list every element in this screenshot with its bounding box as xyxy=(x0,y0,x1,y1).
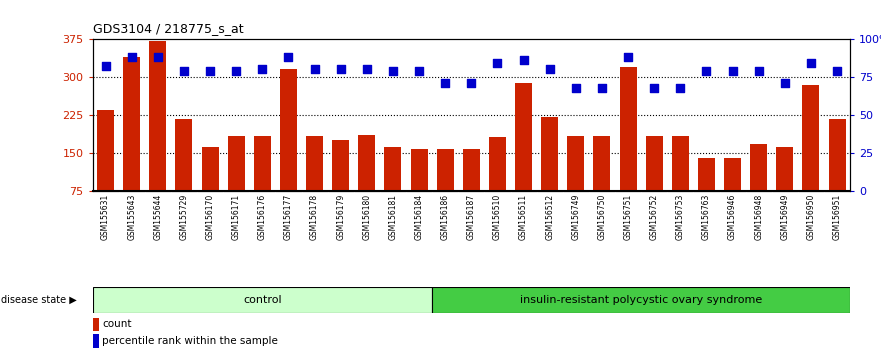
Text: GSM156950: GSM156950 xyxy=(806,194,816,240)
Point xyxy=(830,68,844,74)
Point xyxy=(359,67,374,72)
Bar xyxy=(463,149,480,191)
Point xyxy=(464,80,478,86)
Point xyxy=(569,85,583,91)
Text: GSM156170: GSM156170 xyxy=(205,194,215,240)
Point xyxy=(281,55,295,60)
Point xyxy=(307,67,322,72)
Bar xyxy=(123,57,140,191)
Bar xyxy=(175,119,192,191)
Point xyxy=(99,63,113,69)
Text: GSM155644: GSM155644 xyxy=(153,194,162,240)
Text: GSM156180: GSM156180 xyxy=(362,194,371,240)
Point xyxy=(778,80,792,86)
Point xyxy=(151,55,165,60)
Text: GSM156751: GSM156751 xyxy=(624,194,633,240)
Text: GDS3104 / 218775_s_at: GDS3104 / 218775_s_at xyxy=(93,22,243,35)
Point xyxy=(334,67,348,72)
Text: GSM156949: GSM156949 xyxy=(781,194,789,240)
Bar xyxy=(515,83,532,191)
Bar xyxy=(594,136,611,191)
Point xyxy=(203,68,217,74)
Text: GSM156187: GSM156187 xyxy=(467,194,476,240)
Text: percentile rank within the sample: percentile rank within the sample xyxy=(102,336,278,346)
Bar xyxy=(93,287,433,313)
Point xyxy=(491,61,505,66)
Text: GSM156946: GSM156946 xyxy=(728,194,737,240)
Point xyxy=(673,85,687,91)
Bar xyxy=(384,147,402,191)
Text: insulin-resistant polycystic ovary syndrome: insulin-resistant polycystic ovary syndr… xyxy=(520,295,762,305)
Bar xyxy=(437,149,454,191)
Text: GSM155643: GSM155643 xyxy=(127,194,137,240)
Point xyxy=(621,55,635,60)
Bar xyxy=(97,110,114,191)
Text: GSM156181: GSM156181 xyxy=(389,194,397,240)
Bar xyxy=(306,136,323,191)
Point xyxy=(751,68,766,74)
Bar xyxy=(698,158,715,191)
Text: GSM156186: GSM156186 xyxy=(440,194,449,240)
Point xyxy=(438,80,452,86)
Point xyxy=(177,68,191,74)
Text: GSM156184: GSM156184 xyxy=(415,194,424,240)
Bar xyxy=(359,135,375,191)
Text: GSM156176: GSM156176 xyxy=(258,194,267,240)
Point xyxy=(648,85,662,91)
Point xyxy=(255,67,270,72)
Text: GSM156749: GSM156749 xyxy=(572,194,581,240)
Bar xyxy=(489,137,506,191)
Point xyxy=(516,57,530,63)
Text: disease state ▶: disease state ▶ xyxy=(1,295,77,305)
Text: GSM156178: GSM156178 xyxy=(310,194,319,240)
Bar xyxy=(227,136,245,191)
Bar xyxy=(332,141,349,191)
Bar xyxy=(202,147,218,191)
Text: GSM156171: GSM156171 xyxy=(232,194,241,240)
Bar xyxy=(254,136,270,191)
Bar xyxy=(411,149,427,191)
Bar xyxy=(672,136,689,191)
Point xyxy=(229,68,243,74)
Point xyxy=(804,61,818,66)
Bar xyxy=(829,119,846,191)
Bar xyxy=(646,136,663,191)
Bar xyxy=(541,116,559,191)
Bar xyxy=(751,144,767,191)
Text: GSM156753: GSM156753 xyxy=(676,194,685,240)
Text: GSM156511: GSM156511 xyxy=(519,194,528,240)
Bar xyxy=(280,69,297,191)
Text: GSM156750: GSM156750 xyxy=(597,194,606,240)
Bar xyxy=(149,41,167,191)
Bar xyxy=(619,67,637,191)
Text: GSM155729: GSM155729 xyxy=(180,194,189,240)
Bar xyxy=(567,136,584,191)
Bar xyxy=(803,85,819,191)
Point xyxy=(700,68,714,74)
Point xyxy=(412,68,426,74)
Bar xyxy=(93,334,100,348)
Bar xyxy=(93,318,100,331)
Text: GSM156179: GSM156179 xyxy=(337,194,345,240)
Text: GSM156177: GSM156177 xyxy=(284,194,293,240)
Text: count: count xyxy=(102,319,132,329)
Point xyxy=(124,55,138,60)
Text: GSM156948: GSM156948 xyxy=(754,194,763,240)
Text: GSM155631: GSM155631 xyxy=(101,194,110,240)
Bar xyxy=(776,147,793,191)
Point xyxy=(543,67,557,72)
Text: GSM156510: GSM156510 xyxy=(493,194,502,240)
Point xyxy=(386,68,400,74)
Bar xyxy=(433,287,850,313)
Bar xyxy=(724,158,741,191)
Text: GSM156951: GSM156951 xyxy=(833,194,841,240)
Text: GSM156763: GSM156763 xyxy=(702,194,711,240)
Point xyxy=(595,85,609,91)
Point xyxy=(726,68,740,74)
Text: control: control xyxy=(243,295,282,305)
Text: GSM156512: GSM156512 xyxy=(545,194,554,240)
Text: GSM156752: GSM156752 xyxy=(649,194,659,240)
